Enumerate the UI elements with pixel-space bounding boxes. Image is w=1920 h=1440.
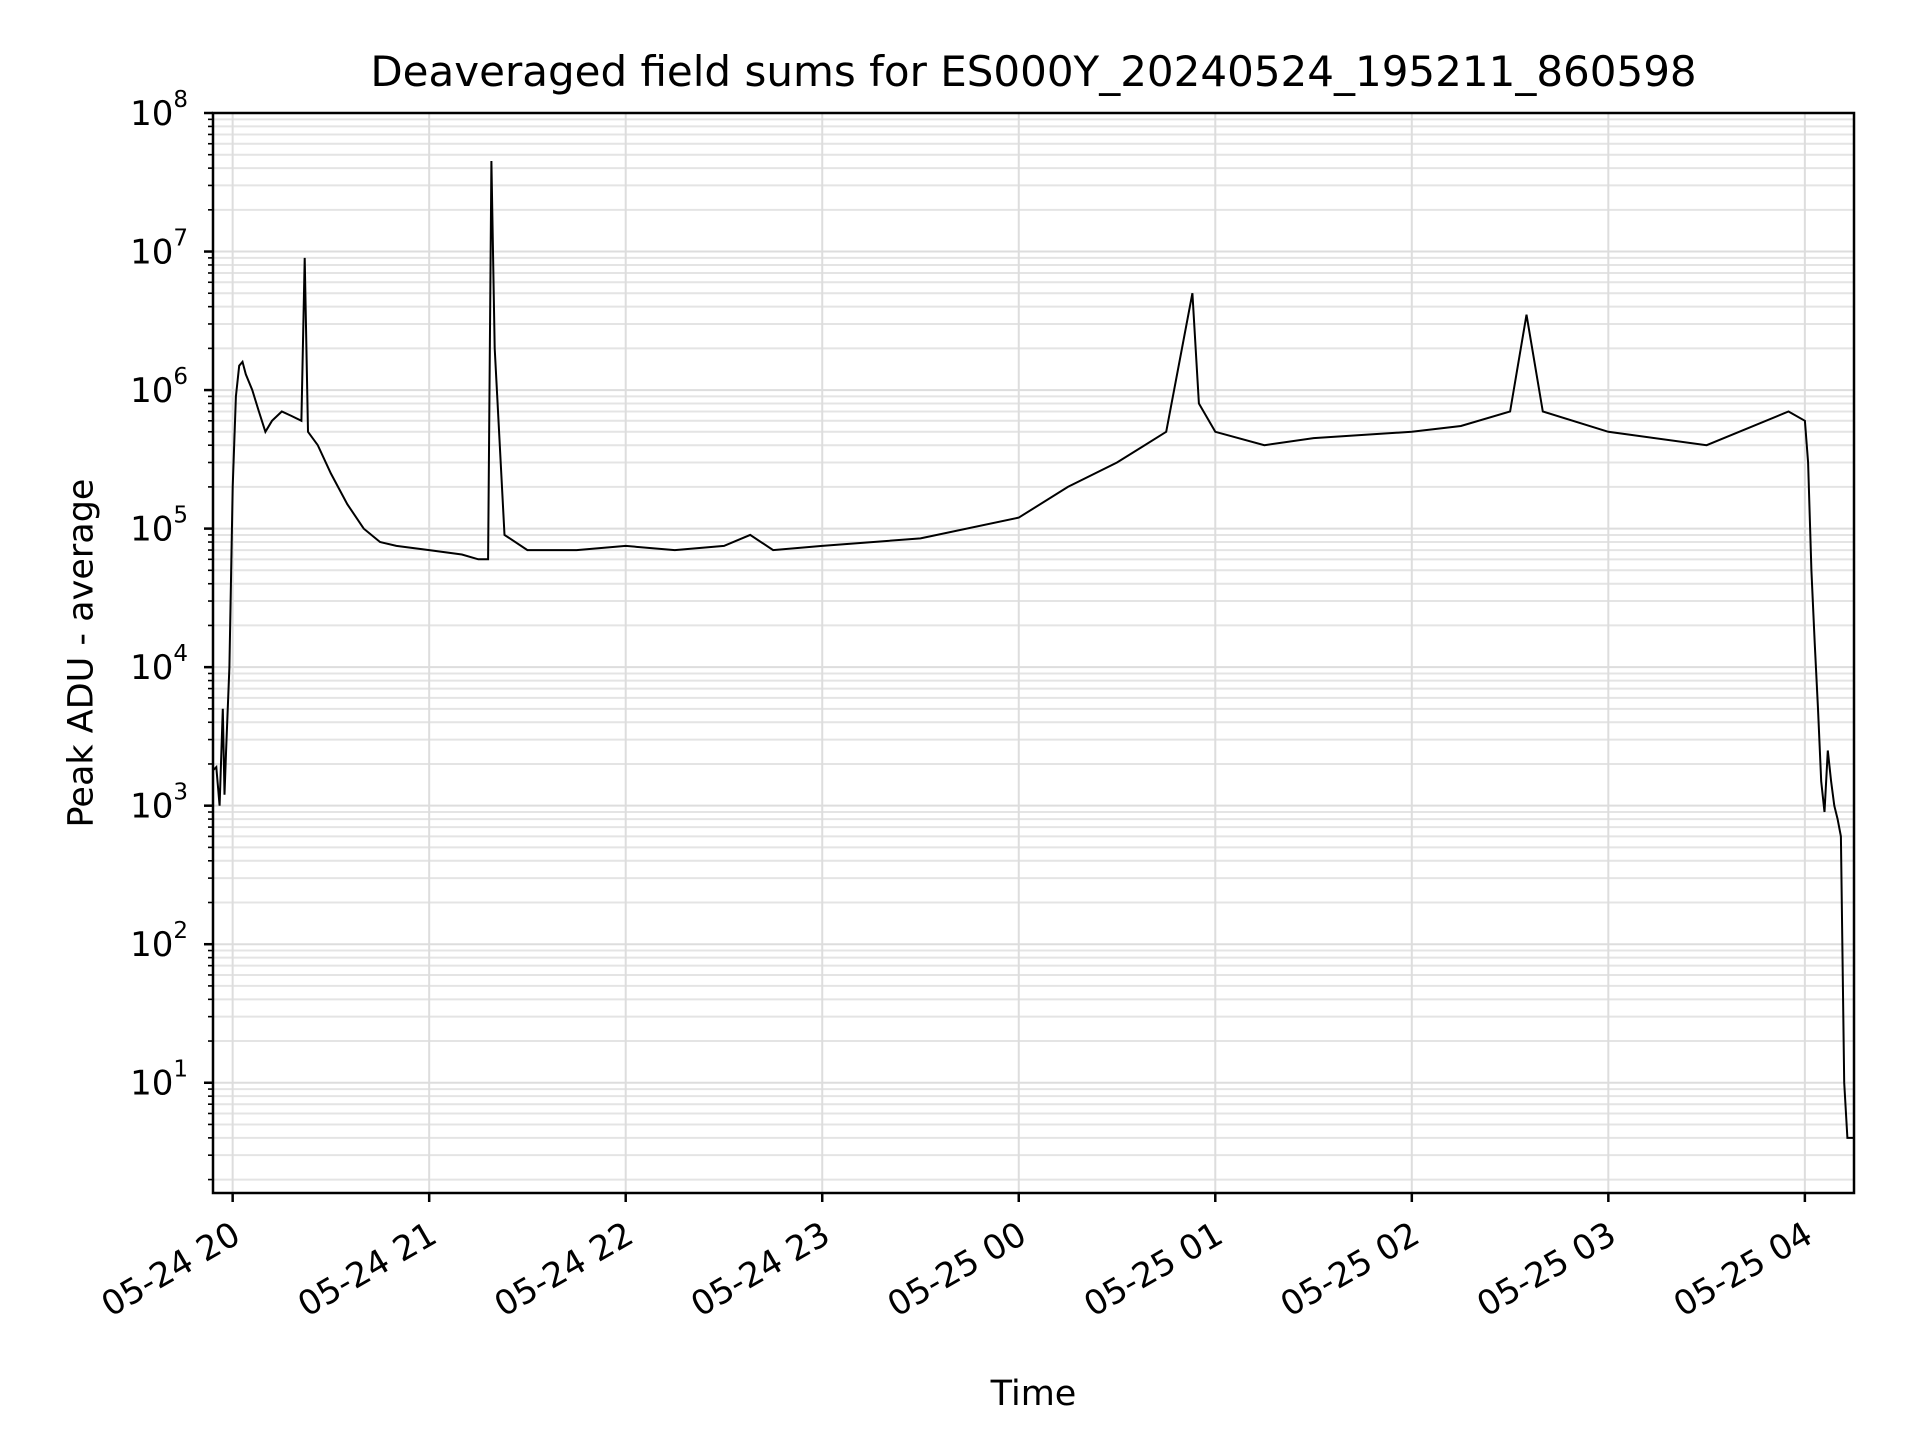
y-tick-label-exponent: 4 <box>173 641 188 667</box>
y-tick-label: 104 <box>130 641 188 688</box>
x-axis-label: Time <box>990 1374 1077 1414</box>
x-tick-label: 05-25 02 <box>1274 1214 1426 1325</box>
y-tick-label-base: 10 <box>130 371 173 411</box>
x-tick-label: 05-25 04 <box>1667 1214 1819 1325</box>
y-tick-label: 108 <box>130 87 188 134</box>
y-axis-label: Peak ADU - average <box>61 479 101 828</box>
y-tick-label-base: 10 <box>130 510 173 550</box>
x-tick-label: 05-25 03 <box>1470 1214 1622 1325</box>
y-tick-label-base: 10 <box>130 1064 173 1104</box>
x-tick-label: 05-25 01 <box>1077 1214 1229 1325</box>
plot-area-frame <box>211 111 1856 1195</box>
series-layer <box>212 160 1854 1139</box>
y-tick-label-base: 10 <box>130 925 173 965</box>
y-tick-label: 103 <box>130 780 188 827</box>
y-tick-label-base: 10 <box>130 648 173 688</box>
x-tick-label: 05-24 20 <box>95 1214 247 1325</box>
y-tick-label-exponent: 1 <box>173 1057 188 1083</box>
y-tick-label: 105 <box>130 503 188 550</box>
y-tick-label-base: 10 <box>130 787 173 827</box>
x-tick-label: 05-24 23 <box>684 1214 836 1325</box>
y-tick-label-exponent: 3 <box>173 780 188 806</box>
x-tick-label: 05-24 22 <box>488 1214 640 1325</box>
y-tick-label: 101 <box>130 1057 188 1104</box>
grid-layer <box>213 112 1854 1193</box>
y-tick-label: 106 <box>130 364 188 411</box>
series-line <box>212 160 1854 1139</box>
y-tick-label: 102 <box>130 918 188 965</box>
y-tick-label-exponent: 5 <box>173 503 188 529</box>
x-tick-label: 05-25 00 <box>881 1214 1033 1325</box>
x-tick-label: 05-24 21 <box>291 1214 443 1325</box>
y-tick-label-base: 10 <box>130 233 173 273</box>
y-tick-label-exponent: 6 <box>173 364 188 390</box>
y-tick-label-exponent: 8 <box>173 87 188 113</box>
y-tick-label-base: 10 <box>130 94 173 134</box>
y-tick-label: 107 <box>130 226 188 273</box>
y-tick-label-exponent: 2 <box>173 918 188 944</box>
y-tick-label-exponent: 7 <box>173 226 188 252</box>
chart-title: Deaveraged field sums for ES000Y_2024052… <box>370 47 1696 96</box>
